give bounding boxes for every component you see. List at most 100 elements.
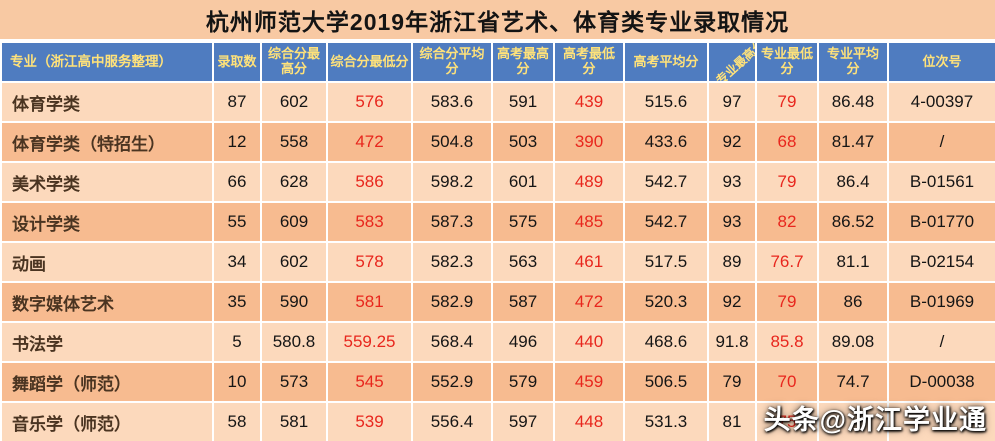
value-cell-rank-no: D-00038 xyxy=(887,361,995,403)
value-cell-composite-max: 609 xyxy=(260,201,328,243)
header-label: 专业平均分 xyxy=(826,46,879,76)
header-cell-major-max: 专业最高分 xyxy=(707,41,757,83)
value-cell-composite-min: 576 xyxy=(326,81,413,123)
value-cell-gaokao-max: 496 xyxy=(491,321,555,363)
value-cell-admitted-count: 55 xyxy=(212,201,262,243)
value-cell-admitted-count: 5 xyxy=(212,321,262,363)
table-row: 数字媒体艺术 35 590 581 582.9 587 472 520.3 92 79 86 B-01… xyxy=(0,281,995,323)
value-cell-gaokao-min: 459 xyxy=(553,361,625,403)
watermark: 头条@浙江学业通 xyxy=(763,405,987,435)
major-cell: 设计学类 xyxy=(0,201,214,243)
header-label: 综合分平均分 xyxy=(419,46,485,76)
value-cell-major-avg xyxy=(817,401,889,441)
header-label: 录取数 xyxy=(217,53,257,69)
value-cell-major-avg: 86.4 xyxy=(817,161,889,203)
value-cell-gaokao-avg: 506.5 xyxy=(623,361,709,403)
value-cell-composite-avg: 582.9 xyxy=(411,281,493,323)
value-cell-composite-min: 545 xyxy=(326,361,413,403)
value-cell-major-min: 85.8 xyxy=(755,321,819,363)
major-cell: 体育学类（特招生） xyxy=(0,121,214,163)
header-cell-gaokao-max: 高考最高分 xyxy=(491,41,555,83)
value-cell-composite-avg: 504.8 xyxy=(411,121,493,163)
admissions-table: 专业（浙江高中服务整理） 录取数 综合分最高分 综合分最低分 综合分平均分 高考最高分 高考… xyxy=(0,41,995,441)
value-cell-composite-avg: 552.9 xyxy=(411,361,493,403)
value-cell-major-avg: 81.47 xyxy=(817,121,889,163)
major-cell: 数字媒体艺术 xyxy=(0,281,214,323)
header-label: 综合分最低分 xyxy=(330,53,409,69)
value-cell-composite-min: 581 xyxy=(326,281,413,323)
value-cell-rank-no: 4-00397 xyxy=(887,81,995,123)
value-cell-composite-avg: 598.2 xyxy=(411,161,493,203)
value-cell-major-max: 92 xyxy=(707,121,757,163)
value-cell-composite-avg: 568.4 xyxy=(411,321,493,363)
value-cell-rank-no: / xyxy=(887,321,995,363)
value-cell-admitted-count: 66 xyxy=(212,161,262,203)
major-cell: 书法学 xyxy=(0,321,214,363)
value-cell-admitted-count: 58 xyxy=(212,401,262,441)
value-cell-gaokao-max: 563 xyxy=(491,241,555,283)
major-cell: 舞蹈学（师范） xyxy=(0,361,214,403)
value-cell-gaokao-min: 461 xyxy=(553,241,625,283)
table-row: 舞蹈学（师范） 10 573 545 552.9 579 459 506.5 79 70 74.7 D… xyxy=(0,361,995,403)
header-label: 综合分最高分 xyxy=(267,46,320,76)
value-cell-composite-max: 558 xyxy=(260,121,328,163)
value-cell-composite-avg: 582.3 xyxy=(411,241,493,283)
value-cell-rank-no: B-02154 xyxy=(887,241,995,283)
value-cell-major-max: 81 xyxy=(707,401,757,441)
value-cell-gaokao-min: 440 xyxy=(553,321,625,363)
value-cell-composite-min: 578 xyxy=(326,241,413,283)
header-cell-gaokao-min: 高考最低分 xyxy=(553,41,625,83)
value-cell-gaokao-min: 448 xyxy=(553,401,625,441)
value-cell-gaokao-avg: 517.5 xyxy=(623,241,709,283)
value-cell-major-min: 75 xyxy=(755,401,819,441)
value-cell-major-min: 76.7 xyxy=(755,241,819,283)
value-cell-composite-max: 628 xyxy=(260,161,328,203)
value-cell-composite-avg: 556.4 xyxy=(411,401,493,441)
value-cell-gaokao-avg: 515.6 xyxy=(623,81,709,123)
value-cell-major-avg: 74.7 xyxy=(817,361,889,403)
value-cell-composite-min: 559.25 xyxy=(326,321,413,363)
value-cell-major-avg: 81.1 xyxy=(817,241,889,283)
value-cell-major-min: 82 xyxy=(755,201,819,243)
value-cell-admitted-count: 87 xyxy=(212,81,262,123)
value-cell-composite-max: 602 xyxy=(260,241,328,283)
table-row: 动画 34 602 578 582.3 563 461 517.5 89 76.7 81.1 B-02… xyxy=(0,241,995,283)
value-cell-major-max: 92 xyxy=(707,281,757,323)
value-cell-composite-min: 539 xyxy=(326,401,413,441)
header-label: 专业最高分 xyxy=(713,42,756,82)
header-label: 高考平均分 xyxy=(633,53,699,69)
value-cell-rank-no: B-01770 xyxy=(887,201,995,243)
table-row: 美术学类 66 628 586 598.2 601 489 542.7 93 79 86.4 B-01… xyxy=(0,161,995,203)
value-cell-gaokao-max: 579 xyxy=(491,361,555,403)
value-cell-composite-avg: 587.3 xyxy=(411,201,493,243)
value-cell-rank-no: B-01561 xyxy=(887,161,995,203)
value-cell-gaokao-min: 390 xyxy=(553,121,625,163)
value-cell-composite-max: 573 xyxy=(260,361,328,403)
major-cell: 美术学类 xyxy=(0,161,214,203)
table-row: 体育学类（特招生） 12 558 472 504.8 503 390 433.6 92 68 81.… xyxy=(0,121,995,163)
table-body: 体育学类 87 602 576 583.6 591 439 515.6 97 79 86.48 4-0… xyxy=(0,81,995,441)
value-cell-gaokao-max: 587 xyxy=(491,281,555,323)
value-cell-composite-min: 586 xyxy=(326,161,413,203)
header-cell-major-avg: 专业平均分 xyxy=(817,41,889,83)
value-cell-major-min: 79 xyxy=(755,281,819,323)
value-cell-admitted-count: 12 xyxy=(212,121,262,163)
value-cell-gaokao-avg: 433.6 xyxy=(623,121,709,163)
value-cell-major-max: 79 xyxy=(707,361,757,403)
value-cell-rank-no: B-01969 xyxy=(887,281,995,323)
table-row: 体育学类 87 602 576 583.6 591 439 515.6 97 79 86.48 4-0… xyxy=(0,81,995,123)
table-row: 设计学类 55 609 583 587.3 575 485 542.7 93 82 86.52 B-0… xyxy=(0,201,995,243)
value-cell-gaokao-min: 472 xyxy=(553,281,625,323)
header-cell-rank-no: 位次号 xyxy=(887,41,995,83)
header-row: 专业（浙江高中服务整理） 录取数 综合分最高分 综合分最低分 综合分平均分 高考最高分 高考… xyxy=(0,41,995,83)
value-cell-major-max: 93 xyxy=(707,201,757,243)
value-cell-gaokao-avg: 542.7 xyxy=(623,201,709,243)
value-cell-major-min: 70 xyxy=(755,361,819,403)
header-label: 高考最高分 xyxy=(496,46,549,76)
value-cell-major-avg: 86.52 xyxy=(817,201,889,243)
value-cell-gaokao-max: 601 xyxy=(491,161,555,203)
header-label: 专业最低分 xyxy=(760,46,813,76)
value-cell-major-avg: 89.08 xyxy=(817,321,889,363)
header-cell-admitted-count: 录取数 xyxy=(212,41,262,83)
